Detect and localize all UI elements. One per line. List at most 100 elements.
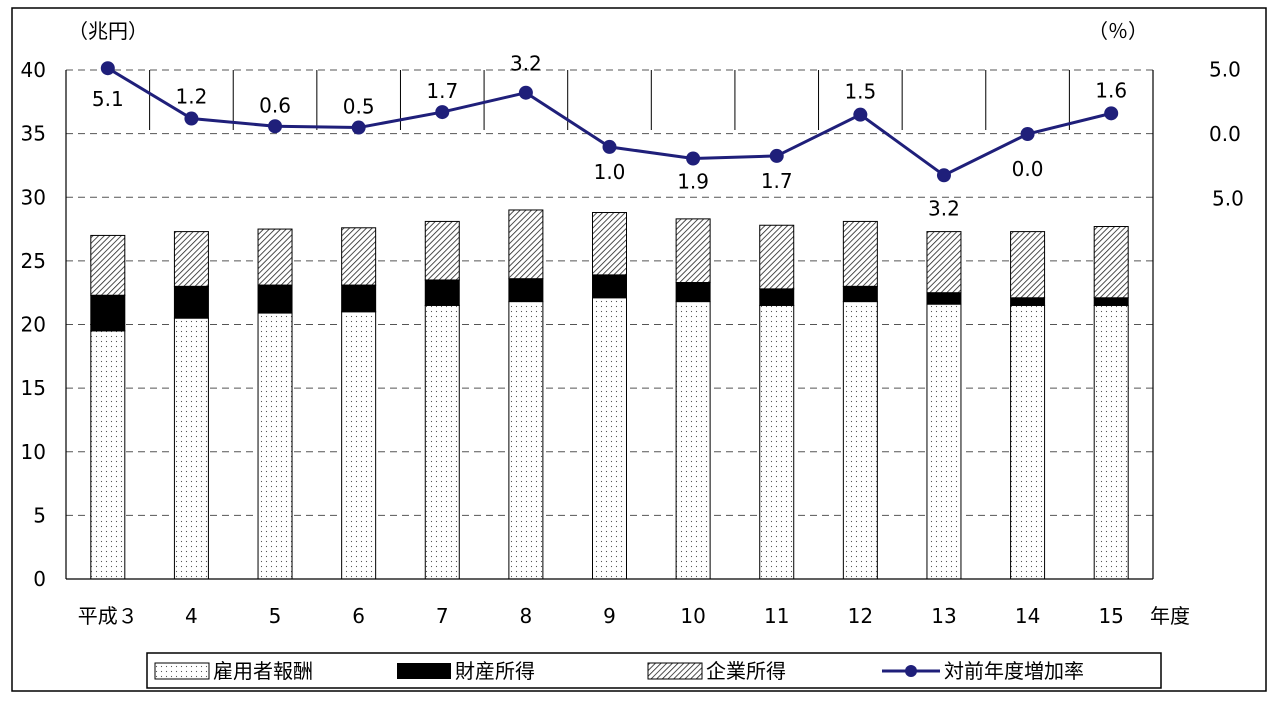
growth-value-label: 1.2 <box>176 85 208 109</box>
bar-segment-財産所得 <box>424 279 460 306</box>
growth-point <box>936 168 951 183</box>
legend-marker-growth <box>905 665 917 677</box>
growth-point <box>100 61 115 76</box>
growth-value-label: 1.5 <box>844 80 876 104</box>
y-tick-label-right: 5.0 <box>1209 58 1241 82</box>
bars <box>90 209 1129 580</box>
axes <box>65 70 1154 580</box>
x-tick-label: 9 <box>603 604 616 628</box>
x-tick-label: 15 <box>1098 604 1123 628</box>
x-tick-label: 10 <box>680 604 705 628</box>
growth-point <box>268 119 283 134</box>
growth-point <box>853 107 868 122</box>
bar-segment-財産所得 <box>341 284 377 313</box>
legend: 雇用者報酬 財産所得 企業所得 対前年度増加率 <box>146 652 1162 689</box>
bar-segment-財産所得 <box>90 294 126 332</box>
bar-segment-雇用者報酬 <box>173 317 209 580</box>
x-tick-label: 7 <box>436 604 449 628</box>
bar-segment-企業所得 <box>173 231 209 287</box>
outer-border <box>11 7 1267 692</box>
bar-segment-企業所得 <box>341 227 377 286</box>
growth-point <box>602 139 617 154</box>
x-tick-label: 8 <box>520 604 533 628</box>
y-tick-label-left: 10 <box>21 440 46 464</box>
bar-segment-雇用者報酬 <box>257 312 293 580</box>
y-tick-label-left: 0 <box>33 567 46 591</box>
bar-segment-雇用者報酬 <box>842 301 878 580</box>
y-tick-label-left: 20 <box>21 313 46 337</box>
bar-segment-雇用者報酬 <box>90 330 126 580</box>
gridlines <box>66 69 1153 516</box>
x-tick-label: 12 <box>848 604 873 628</box>
legend-label-property: 財産所得 <box>455 659 535 683</box>
y-tick-label-left: 40 <box>21 58 46 82</box>
growth-value-label: 3.2 <box>928 196 960 220</box>
bar-segment-財産所得 <box>842 285 878 303</box>
bar-segment-財産所得 <box>675 282 711 303</box>
legend-label-corporate: 企業所得 <box>706 659 786 683</box>
growth-point <box>518 85 533 100</box>
bar-segment-企業所得 <box>1093 226 1129 299</box>
y-tick-label-left: 5 <box>33 503 46 527</box>
y-tick-label-right: 5.0 <box>1212 187 1244 211</box>
bar-segment-財産所得 <box>1093 297 1129 306</box>
growth-value-label: 1.9 <box>677 170 709 194</box>
x-tick-label: 14 <box>1015 604 1040 628</box>
bar-segment-財産所得 <box>926 292 962 305</box>
bar-segment-雇用者報酬 <box>926 303 962 580</box>
y-tick-label-left: 15 <box>21 376 46 400</box>
bar-segment-企業所得 <box>257 228 293 286</box>
growth-point <box>686 151 701 166</box>
bar-segment-財産所得 <box>1010 297 1046 306</box>
growth-point <box>184 111 199 126</box>
legend-swatch-property <box>397 663 451 679</box>
growth-value-label: 3.2 <box>510 52 542 76</box>
tick-labels: 0 5 10 15 20 25 30 35 40 平成３ 4 5 6 7 8 9 10 11 12 13 14 15 5.0… <box>21 52 1244 628</box>
bar-segment-財産所得 <box>508 278 544 303</box>
x-tick-label: 6 <box>352 604 365 628</box>
bar-segment-財産所得 <box>759 288 795 306</box>
bar-segment-企業所得 <box>842 220 878 287</box>
x-tick-label: 4 <box>185 604 198 628</box>
bar-segment-雇用者報酬 <box>508 301 544 580</box>
bar-segment-企業所得 <box>424 220 460 281</box>
bar-segment-企業所得 <box>90 234 126 296</box>
bar-segment-財産所得 <box>173 285 209 319</box>
y-tick-label-left: 25 <box>21 249 46 273</box>
y-tick-label-left: 30 <box>21 185 46 209</box>
x-tick-label: 5 <box>269 604 282 628</box>
growth-value-label: 0.0 <box>1012 157 1044 181</box>
bar-segment-雇用者報酬 <box>1093 304 1129 580</box>
growth-value-label: 1.0 <box>594 160 626 184</box>
bar-segment-企業所得 <box>759 224 795 290</box>
x-tick-label: 11 <box>764 604 789 628</box>
growth-point <box>351 120 366 135</box>
y-tick-label-left: 35 <box>21 122 46 146</box>
legend-label-employee: 雇用者報酬 <box>213 659 313 683</box>
growth-value-label: 0.6 <box>259 93 291 117</box>
growth-value-label: 1.7 <box>426 79 458 103</box>
legend-label-growth: 対前年度増加率 <box>944 659 1084 683</box>
growth-point <box>1104 106 1119 121</box>
bar-segment-雇用者報酬 <box>1010 304 1046 580</box>
growth-value-label: 1.7 <box>761 169 793 193</box>
growth-value-label: 0.5 <box>343 95 375 119</box>
bar-segment-企業所得 <box>926 231 962 294</box>
bar-segment-企業所得 <box>1010 231 1046 299</box>
x-axis-unit: 年度 <box>1150 604 1190 628</box>
growth-value-label: 1.6 <box>1095 78 1127 102</box>
bar-segment-雇用者報酬 <box>424 304 460 580</box>
bar-segment-企業所得 <box>592 212 627 276</box>
bar-segment-企業所得 <box>675 218 711 284</box>
bar-segment-雇用者報酬 <box>675 301 711 580</box>
legend-swatch-employee <box>154 662 210 680</box>
left-axis-unit: （兆円） <box>68 19 148 43</box>
x-tick-label: 13 <box>931 604 956 628</box>
bar-segment-財産所得 <box>592 274 627 299</box>
bar-segment-雇用者報酬 <box>341 311 377 580</box>
bar-segment-企業所得 <box>508 209 544 280</box>
bar-segment-雇用者報酬 <box>592 297 627 580</box>
right-axis-unit: （％） <box>1088 19 1148 43</box>
